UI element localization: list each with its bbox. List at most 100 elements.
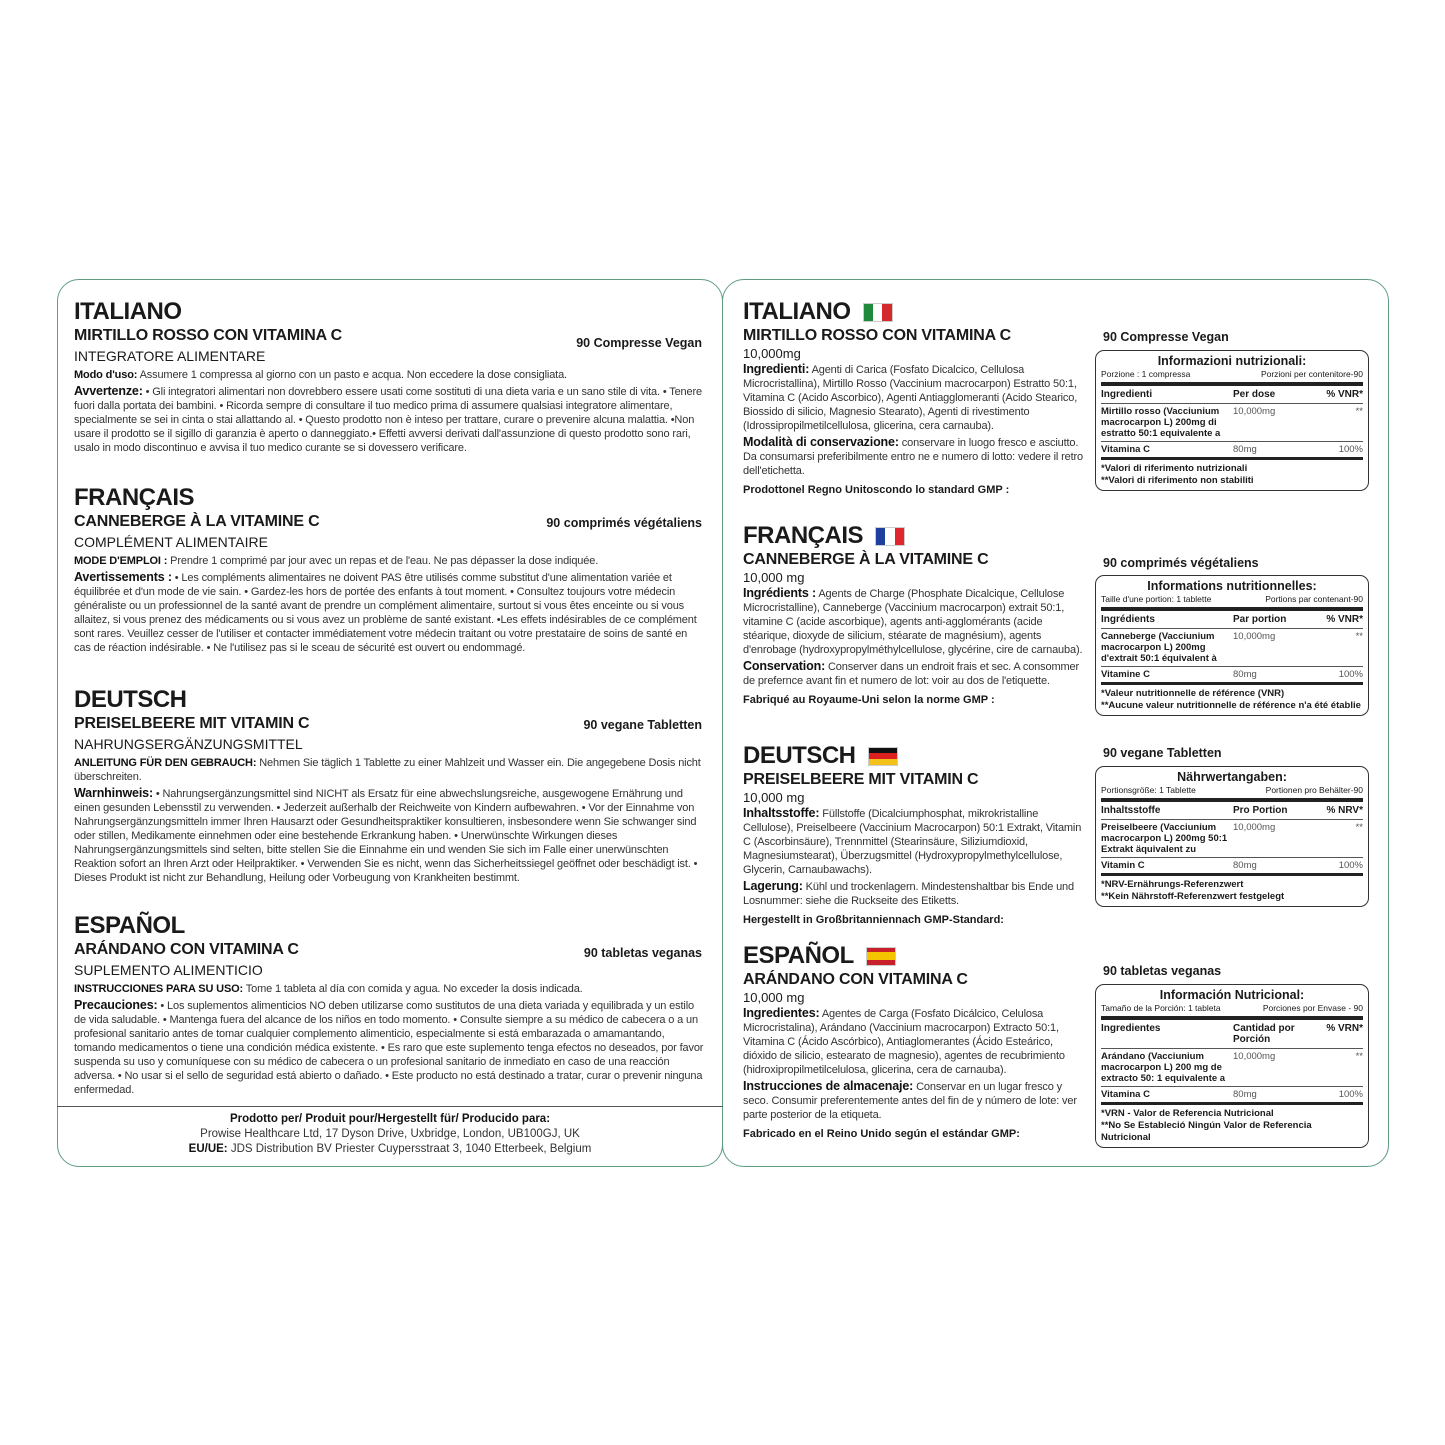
- footer-eu-text: JDS Distribution BV Priester Cuypersstra…: [227, 1143, 592, 1155]
- nutrition-footnotes: *VRN - Valor de Referencia Nutricional **…: [1101, 1108, 1312, 1143]
- left-section-espanol: ESPAÑOL ARÁNDANO CON VITAMINA C SUPLEMEN…: [74, 912, 706, 1097]
- product-type: SUPLEMENTO ALIMENTICIO: [74, 962, 263, 978]
- serving-size: Portionsgröße: 1 Tablette: [1101, 785, 1196, 795]
- nutrition-column-header: % VNR*: [1326, 614, 1363, 625]
- product-name: ARÁNDANO CON VITAMINA C: [74, 941, 299, 958]
- nutrition-row: Vitamin C 80mg 100%: [1101, 858, 1363, 876]
- nutrition-footnotes: *NRV-Ernährungs-Referenzwert **Kein Nährs…: [1101, 879, 1285, 902]
- nutrition-header-row: Ingredientes Cantidad por Porción % VRN*: [1101, 1020, 1363, 1049]
- warnings: Avertissements : • Les compléments alime…: [74, 570, 697, 654]
- warnings: Precauciones: • Los suplementos alimenti…: [74, 998, 704, 1096]
- footer-eu-label: EU/UE:: [188, 1143, 228, 1155]
- nutrition-column-header: Ingredienti: [1101, 389, 1153, 400]
- nutrition-panel: Informazioni nutrizionali: Porzione : 1 …: [1095, 350, 1369, 491]
- nutrition-row: Canneberge (Vacciunium macrocarpon L) 20…: [1101, 629, 1363, 667]
- language-heading: ITALIANO: [743, 298, 851, 325]
- footer-address: Prowise Healthcare Ltd, 17 Dyson Drive, …: [200, 1128, 580, 1140]
- nutrition-column-header: Ingredientes: [1101, 1023, 1161, 1034]
- nutrition-title: Información Nutricional:: [1159, 988, 1305, 1002]
- product-amount: 10,000mg: [743, 346, 801, 361]
- ingredients: Ingrédients : Agents de Charge (Phosphat…: [743, 586, 1083, 656]
- france-flag-icon: [875, 526, 905, 546]
- gmp-statement: Hergestellt in Großbritanniennach GMP-St…: [743, 914, 1004, 926]
- ingredients: Ingredientes: Agentes de Carga (Fosfato …: [743, 1006, 1065, 1076]
- left-section-deutsch: DEUTSCH PREISELBEERE MIT VITAMIN C NAHRU…: [74, 686, 706, 885]
- storage-instructions: Modalità di conservazione: conservare in…: [743, 435, 1083, 477]
- tablet-count: 90 comprimés végétaliens: [1103, 556, 1259, 570]
- product-name: PREISELBEERE MIT VITAMIN C: [74, 715, 310, 732]
- tablet-count: 90 vegane Tabletten: [583, 718, 702, 732]
- language-heading: ESPAÑOL: [743, 942, 854, 969]
- nutrition-row: Preiselbeere (Vacciunium macrocarpon L) …: [1101, 820, 1363, 858]
- storage-instructions: Lagerung: Kühl und trockenlagern. Mindes…: [743, 879, 1074, 907]
- product-name: CANNEBERGE À LA VITAMINE C: [743, 551, 989, 568]
- right-section-espanol: ESPAÑOL ARÁNDANO CON VITAMINA C 10,000 m…: [743, 942, 1088, 1140]
- product-amount: 10,000 mg: [743, 570, 805, 585]
- nutrition-column-header: Inhaltsstoffe: [1101, 805, 1161, 816]
- nutrition-row: Arándano (Vacciunium macrocarpon L) 200 …: [1101, 1049, 1363, 1087]
- nutrition-column-header: Par portion: [1233, 614, 1287, 625]
- right-section-italiano: ITALIANO MIRTILLO ROSSO CON VITAMINA C 1…: [743, 298, 1088, 496]
- germany-flag-icon: [867, 746, 898, 766]
- gmp-statement: Prodottonel Regno Unitoscondo lo standar…: [743, 484, 1010, 496]
- usage-directions: INSTRUCCIONES PARA SU USO: Tome 1 tablet…: [74, 983, 583, 995]
- servings-per-container: Portionen pro Behälter-90: [1265, 785, 1363, 795]
- nutrition-column-header: Ingrédients: [1101, 614, 1155, 625]
- nutrition-header-row: Ingrédients Par portion % VNR*: [1101, 611, 1363, 629]
- manufacturer-footer: Prodotto per/ Produit pour/Hergestellt f…: [57, 1112, 723, 1157]
- nutrition-header-row: Ingredienti Per dose % VNR*: [1101, 386, 1363, 404]
- product-type: COMPLÉMENT ALIMENTAIRE: [74, 534, 268, 550]
- nutrition-panel: Informations nutritionnelles: Taille d'u…: [1095, 575, 1369, 716]
- nutrition-footnotes: *Valeur nutritionnelle de référence (VNR…: [1101, 688, 1361, 711]
- footer-divider: [57, 1106, 723, 1107]
- left-section-francais: FRANÇAIS CANNEBERGE À LA VITAMINE C COMP…: [74, 484, 706, 655]
- language-heading: FRANÇAIS: [74, 484, 195, 511]
- product-name: ARÁNDANO CON VITAMINA C: [743, 971, 968, 988]
- tablet-count: 90 Compresse Vegan: [576, 336, 702, 350]
- nutrition-row: Mirtillo rosso (Vacciunium macrocarpon L…: [1101, 404, 1363, 442]
- product-name: MIRTILLO ROSSO CON VITAMINA C: [74, 327, 342, 344]
- product-name: MIRTILLO ROSSO CON VITAMINA C: [743, 327, 1011, 344]
- tablet-count: 90 tabletas veganas: [1103, 964, 1222, 978]
- nutrition-title: Informations nutritionnelles:: [1147, 579, 1317, 593]
- nutrition-header-row: Inhaltsstoffe Pro Portion % NRV*: [1101, 802, 1363, 820]
- nutrition-column-header: % NRV*: [1326, 805, 1364, 816]
- language-heading: FRANÇAIS: [743, 522, 864, 549]
- servings-per-container: Porzioni per contenitore-90: [1260, 369, 1363, 379]
- right-label-panel: [722, 279, 1389, 1167]
- nutrition-row: Vitamine C 80mg 100%: [1101, 667, 1363, 685]
- nutrition-column-header: % VNR*: [1326, 389, 1363, 400]
- nutrition-panel: Nährwertangaben: Portionsgröße: 1 Tablet…: [1095, 766, 1369, 907]
- servings-per-container: Porciones por Envase - 90: [1262, 1003, 1363, 1013]
- servings-per-container: Portions par contenant-90: [1265, 594, 1363, 604]
- storage-instructions: Conservation: Conserver dans un endroit …: [743, 659, 1079, 687]
- language-heading: DEUTSCH: [74, 686, 187, 713]
- tablet-count: 90 tabletas veganas: [583, 946, 702, 960]
- product-amount: 10,000 mg: [743, 790, 805, 805]
- product-amount: 10,000 mg: [743, 990, 805, 1005]
- usage-directions: ANLEITUNG FÜR DEN GEBRAUCH: Nehmen Sie t…: [74, 757, 701, 783]
- serving-size: Taille d'une portion: 1 tablette: [1101, 594, 1212, 604]
- nutrition-row: Vitamina C 80mg 100%: [1101, 442, 1363, 460]
- language-heading: ESPAÑOL: [74, 912, 185, 939]
- right-section-francais: FRANÇAIS CANNEBERGE À LA VITAMINE C 10,0…: [743, 522, 1088, 706]
- nutrition-title: Informazioni nutrizionali:: [1157, 354, 1307, 368]
- language-heading: DEUTSCH: [743, 742, 856, 769]
- language-heading: ITALIANO: [74, 298, 182, 325]
- nutrition-title: Nährwertangaben:: [1177, 770, 1287, 784]
- gmp-statement: Fabricado en el Reino Unido según el est…: [743, 1128, 1020, 1140]
- nutrition-column-header: Per dose: [1233, 389, 1276, 400]
- spain-flag-icon: [865, 946, 896, 966]
- tablet-count: 90 vegane Tabletten: [1103, 746, 1222, 760]
- nutrition-row: Vitamina C 80mg 100%: [1101, 1087, 1363, 1105]
- product-name: CANNEBERGE À LA VITAMINE C: [74, 513, 320, 530]
- product-type: INTEGRATORE ALIMENTARE: [74, 348, 266, 364]
- ingredients: Inhaltsstoffe: Füllstoffe (Dicalciumphos…: [743, 806, 1082, 876]
- right-section-deutsch: DEUTSCH PREISELBEERE MIT VITAMIN C 10,00…: [743, 742, 1088, 926]
- footer-title: Prodotto per/ Produit pour/Hergestellt f…: [229, 1113, 551, 1125]
- nutrition-column-header: Pro Portion: [1233, 805, 1288, 816]
- product-name: PREISELBEERE MIT VITAMIN C: [743, 771, 979, 788]
- left-section-italiano: ITALIANO MIRTILLO ROSSO CON VITAMINA C I…: [74, 298, 706, 455]
- nutrition-column-header: Cantidad por Porción: [1233, 1023, 1295, 1045]
- nutrition-column-header: % VRN*: [1326, 1023, 1363, 1034]
